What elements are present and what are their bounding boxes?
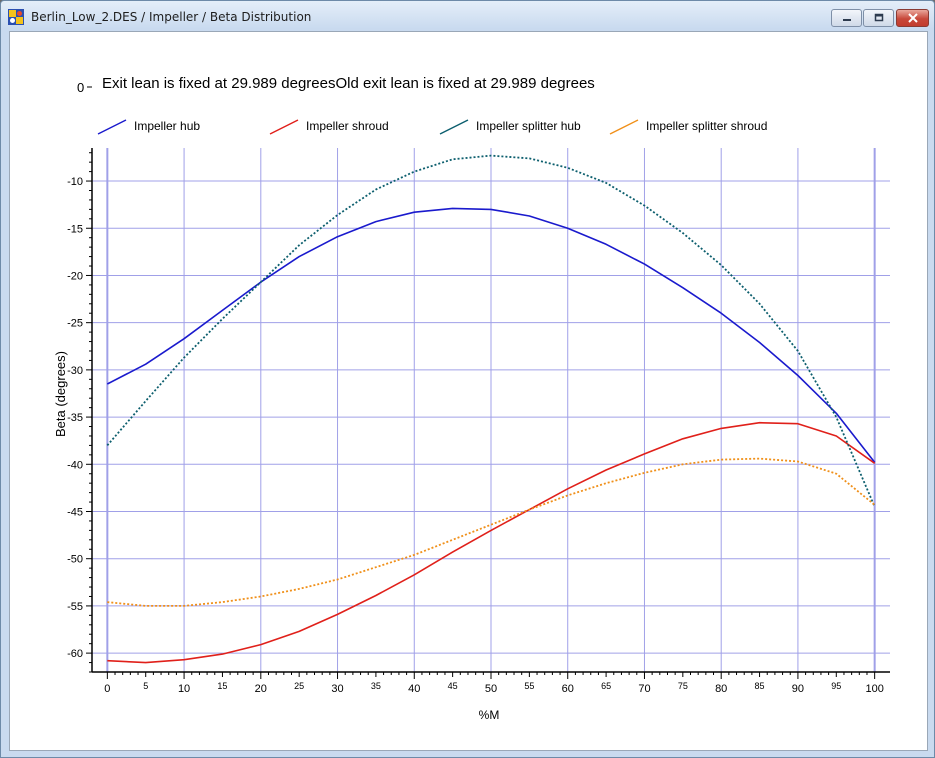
chart-panel: 0 Exit lean is fixed at 29.989 degreesOl… (9, 31, 928, 751)
series-line-3 (106, 154, 876, 508)
x-tick-label: 90 (792, 683, 804, 695)
x-tick-label: 40 (408, 683, 420, 695)
x-tick-label: 0 (104, 683, 110, 695)
x-minor-tick-label: 25 (294, 681, 304, 691)
x-axis-label: %M (479, 708, 500, 722)
legend-swatch (97, 119, 127, 135)
chart-title-prefix: 0 (77, 80, 84, 95)
x-tick-label: 10 (178, 683, 190, 695)
minimize-icon (842, 19, 851, 21)
x-tick-label: 20 (255, 683, 267, 695)
x-minor-tick-label: 75 (678, 681, 688, 691)
x-minor-tick-label: 65 (601, 681, 611, 691)
y-tick-label: -50 (67, 554, 83, 566)
window-title: Berlin_Low_2.DES / Impeller / Beta Distr… (31, 10, 312, 24)
y-tick-label: -15 (67, 223, 83, 235)
legend: Impeller hub Impeller shroud Impeller spli… (97, 119, 767, 135)
series-line-2 (107, 421, 876, 664)
legend-label: Impeller hub (134, 119, 200, 133)
beta-distribution-chart: 0 Exit lean is fixed at 29.989 degreesOl… (53, 75, 890, 722)
x-tick-label: 70 (638, 683, 650, 695)
close-icon (907, 13, 918, 23)
y-tick-label: -10 (67, 176, 83, 188)
axes: -10 -15 -20 -25 -30 -35 -40 -45 -50 -55 -60 0 10 20 30… (67, 148, 890, 695)
y-tick-label: -30 (67, 365, 83, 377)
legend-label: Impeller shroud (306, 119, 389, 133)
series-line-4 (107, 457, 876, 607)
x-tick-label: 80 (715, 683, 727, 695)
y-tick-label: -55 (67, 601, 83, 613)
y-tick-label: -20 (67, 270, 83, 282)
chart-title: Exit lean is fixed at 29.989 degreesOld … (102, 75, 595, 92)
x-minor-tick-label: 95 (831, 681, 841, 691)
title-bar[interactable]: Berlin_Low_2.DES / Impeller / Beta Distr… (1, 1, 934, 31)
app-icon (8, 9, 24, 25)
x-minor-tick-label: 55 (524, 681, 534, 691)
maximize-button[interactable] (863, 9, 894, 27)
close-button[interactable] (896, 9, 929, 27)
x-minor-tick-label: 35 (371, 681, 381, 691)
grid (92, 148, 890, 672)
y-tick-label: -45 (67, 506, 83, 518)
y-tick-label: -35 (67, 412, 83, 424)
y-tick-label: -25 (67, 318, 83, 330)
restore-icon (874, 13, 883, 22)
legend-swatch (269, 119, 299, 135)
series-group (106, 154, 876, 664)
series-line-1 (106, 207, 876, 463)
x-tick-label: 50 (485, 683, 497, 695)
y-tick-label: -40 (67, 459, 83, 471)
legend-swatch (439, 119, 469, 135)
x-minor-tick-label: 85 (755, 681, 765, 691)
legend-swatch (609, 119, 639, 135)
x-tick-label: 60 (562, 683, 574, 695)
x-minor-tick-label: 45 (448, 681, 458, 691)
minimize-button[interactable] (831, 9, 862, 27)
legend-label: Impeller splitter hub (476, 119, 581, 133)
x-minor-tick-label: 5 (143, 681, 148, 691)
x-tick-label: 30 (331, 683, 343, 695)
y-tick-label: -60 (67, 648, 83, 660)
x-tick-label: 100 (865, 683, 883, 695)
legend-label: Impeller splitter shroud (646, 119, 767, 133)
x-minor-tick-label: 15 (217, 681, 227, 691)
y-axis-label: Beta (degrees) (53, 351, 68, 437)
